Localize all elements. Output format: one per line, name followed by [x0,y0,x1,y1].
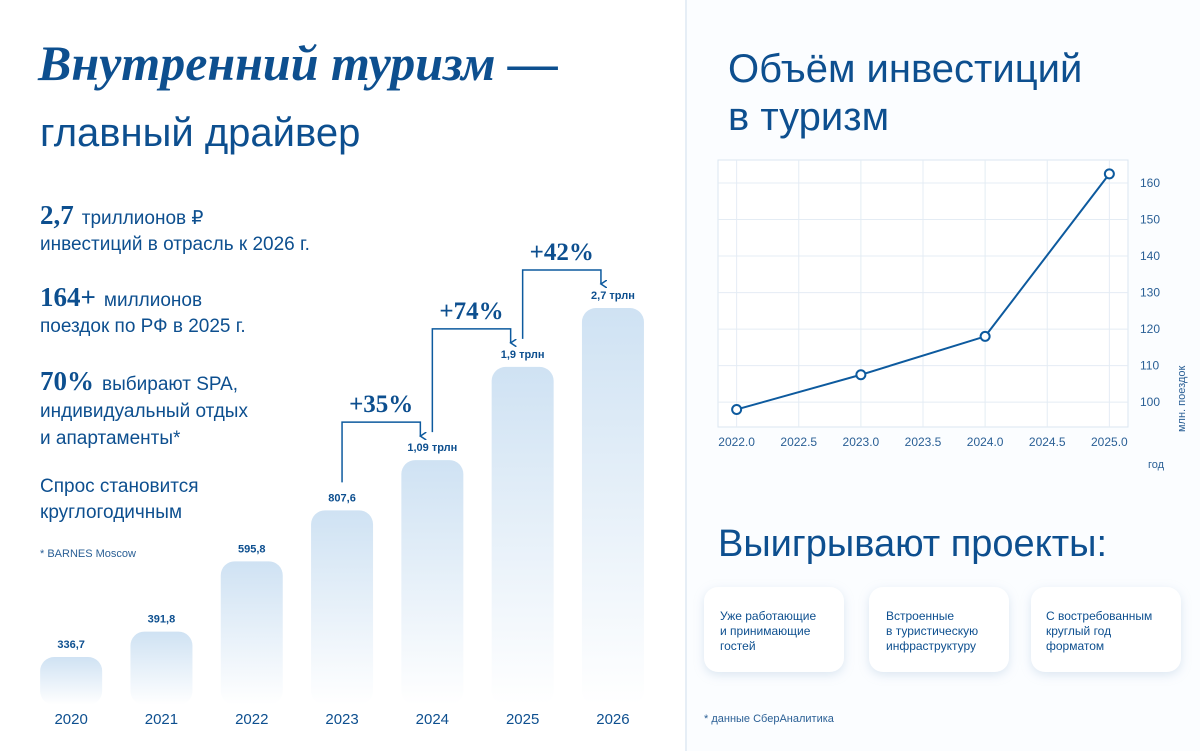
x-tick-label: 2024.5 [1029,435,1066,449]
fact: 164+ миллионов [40,282,202,312]
fact-text: выбирают SPA, [102,374,238,395]
fact: 70% выбирают SPA, [40,366,238,396]
note: круглогодичным [40,502,182,523]
fact-figure: 164+ [40,282,96,312]
growth-label: +42% [530,239,594,266]
fact-text: миллионов [104,290,202,311]
value-label: 336,7 [57,639,85,651]
bar [220,561,283,705]
chart-title: Объём инвестиций [728,47,1082,91]
value-label: 1,9 трлн [501,349,545,361]
title: Внутренний туризм — [37,35,558,91]
fact-text: индивидуальный отдых [40,401,248,422]
bar [401,460,464,705]
marker [979,330,991,342]
marker [855,369,867,381]
card-text: и принимающие [720,624,811,638]
x-tick-label: 2025.0 [1091,435,1128,449]
bar [40,657,103,705]
value-label: 391,8 [148,614,176,626]
note: Спрос становится [40,476,199,497]
card: Встроенные в туристическую инфраструктур… [869,587,1009,672]
bar [311,510,374,705]
x-tick-label: 2020 [54,711,87,728]
growth-label: +35% [349,391,413,418]
growth-arrow [521,269,601,339]
footnote: * BARNES Moscow [40,548,136,560]
subtitle: главный драйвер [40,111,360,155]
x-tick-label: 2023.0 [843,435,880,449]
x-tick-label: 2023.5 [905,435,942,449]
x-tick-label: 2025 [506,711,539,728]
y-tick-label: 130 [1140,286,1160,300]
y-tick-label: 160 [1140,176,1160,190]
card-text: круглый год [1046,624,1111,638]
growth-arrow [431,328,510,433]
x-tick-label: 2026 [596,711,629,728]
fact-figure: 2,7 [40,200,74,230]
card-text: в туристическую [886,624,978,638]
heading: Выигрывают проекты: [718,523,1107,565]
fact-text: поездок по РФ в 2025 г. [40,316,246,337]
bar-chart: 336,7 2020 391,8 2021 595,8 2022 807,6 2023 1,09… [40,239,644,728]
growth-label: +74% [439,298,503,325]
fact-text: инвестиций в отрасль к 2026 г. [40,234,310,255]
y-tick-label: 100 [1140,395,1160,409]
fact-text: триллионов ₽ [82,208,204,229]
growth-arrow [341,421,420,483]
value-label: 1,09 трлн [407,442,457,454]
fact-figure: 70% [40,366,94,396]
card-text: Уже работающие [720,609,817,623]
x-tick-label: 2022.0 [718,435,755,449]
y-tick-label: 110 [1140,359,1159,373]
card-box [704,587,844,672]
card: С востребованным круглый год форматом [1031,587,1181,672]
x-tick-label: 2022.5 [780,435,817,449]
value-label: 2,7 трлн [591,290,635,302]
fact: 2,7 триллионов ₽ [40,200,204,230]
x-tick-label: 2021 [145,711,178,728]
line [736,173,1111,411]
card-text: форматом [1046,639,1104,653]
card-box [1031,587,1181,672]
marker [1103,168,1115,180]
y-tick-label: 140 [1140,249,1160,263]
fact-text: и апартаменты* [40,428,181,449]
y-axis-label: млн. поездок [1176,366,1188,432]
bar [130,631,193,705]
y-tick-label: 120 [1140,322,1160,336]
y-tick-label: 150 [1140,213,1160,227]
x-axis-label: год [1148,459,1165,471]
card: Уже работающие и принимающие гостей [704,587,844,672]
card-text: инфраструктуру [886,639,976,653]
x-tick-label: 2024 [416,711,449,728]
chart-title: в туризм [728,95,889,139]
footnote: * данные СберАналитика [704,713,835,725]
marker [731,403,743,415]
x-tick-label: 2022 [235,711,268,728]
line-chart: 2022.0 2022.5 2023.0 2023.5 2024.0 2024.5 2025… [717,159,1188,471]
bar [491,366,554,705]
card-text: гостей [720,639,756,653]
card-text: С востребованным [1046,609,1152,623]
card-text: Встроенные [886,609,954,623]
x-tick-label: 2024.0 [967,435,1004,449]
value-label: 595,8 [238,543,266,555]
bar [581,308,644,705]
x-tick-label: 2023 [325,711,358,728]
value-label: 807,6 [328,492,356,504]
card-box [869,587,1009,672]
